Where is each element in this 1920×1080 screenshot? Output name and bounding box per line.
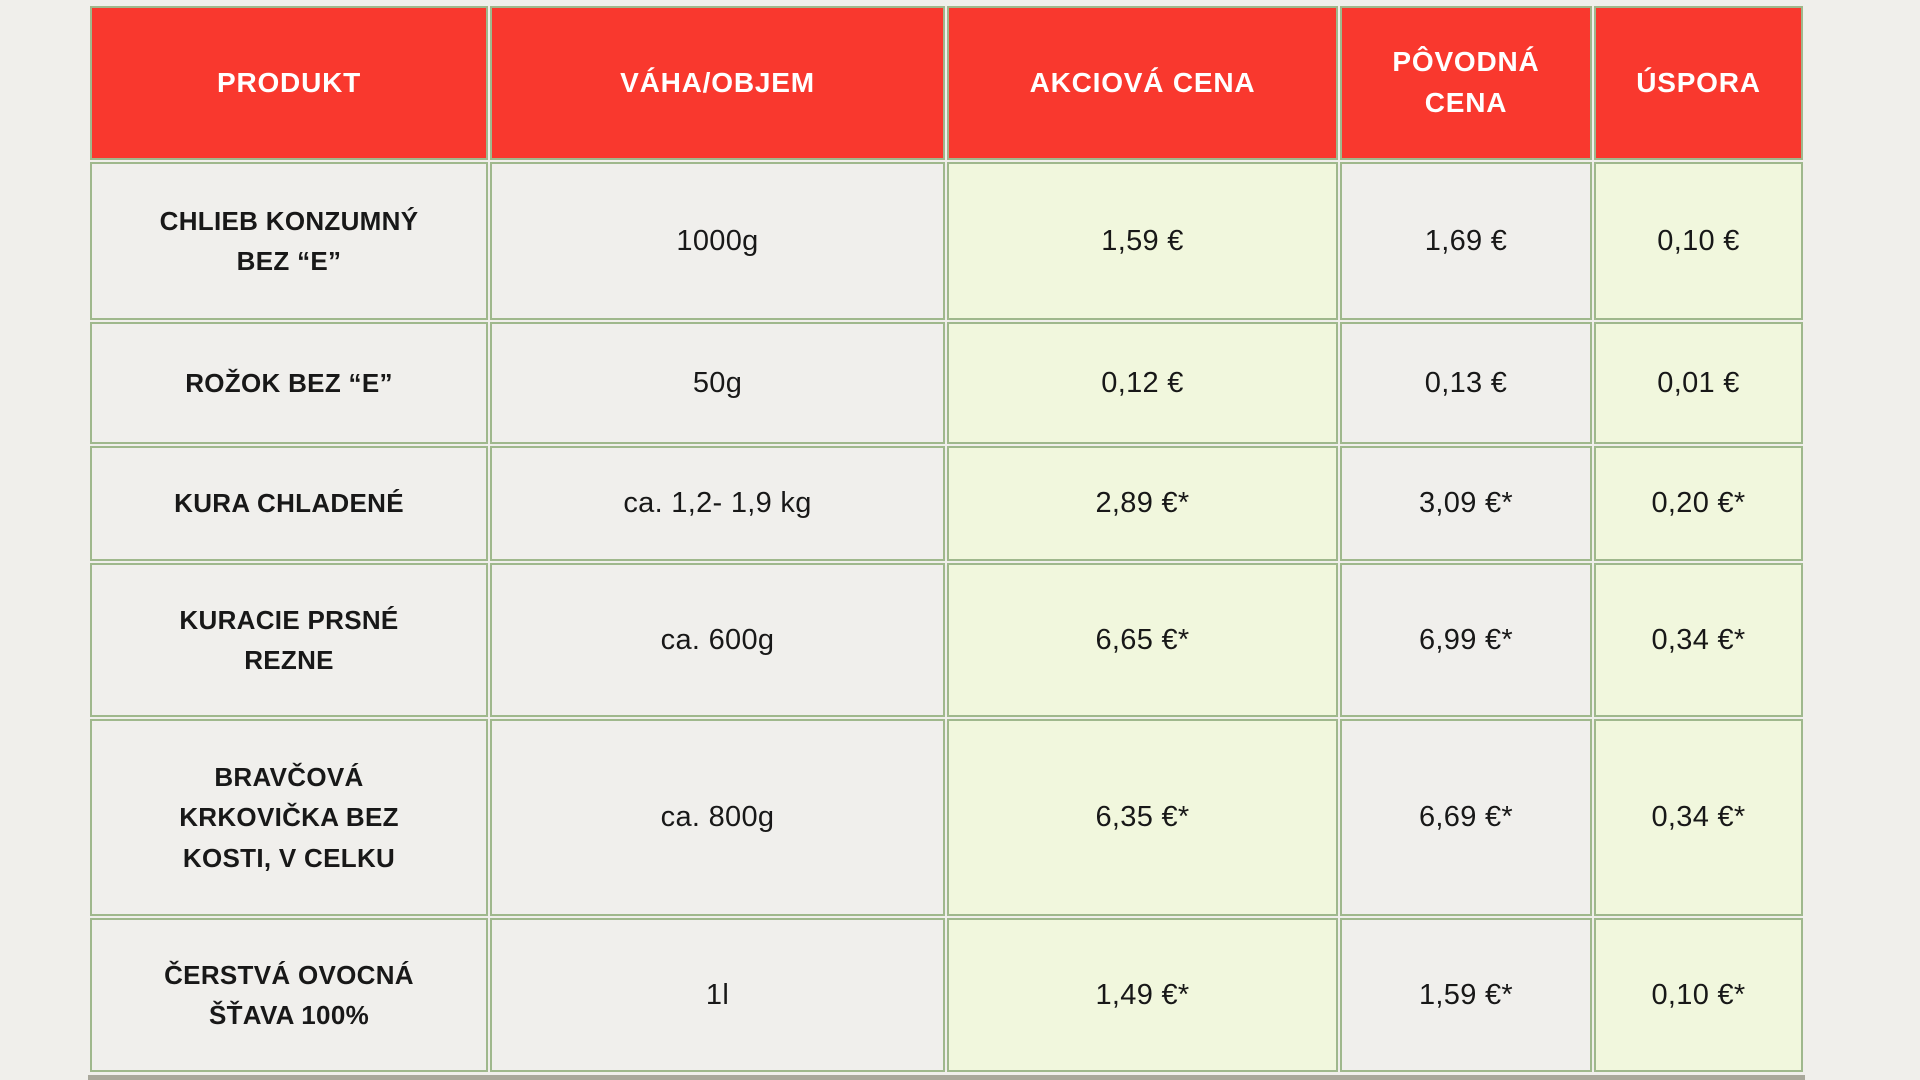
- header-cell-produkt: PRODUKT: [90, 6, 488, 160]
- sale-price-cell: 6,65 €*: [947, 563, 1338, 717]
- product-cell: KURACIE PRSNÉ REZNE: [90, 563, 488, 717]
- weight-cell: ca. 800g: [490, 719, 945, 916]
- original-price-cell: 6,69 €*: [1340, 719, 1592, 916]
- table-row: KURA CHLADENÉ ca. 1,2- 1,9 kg 2,89 €* 3,…: [90, 446, 1803, 561]
- table-row: BRAVČOVÁ KRKOVIČKA BEZ KOSTI, V CELKU ca…: [90, 719, 1803, 916]
- product-cell: KURA CHLADENÉ: [90, 446, 488, 561]
- saving-cell: 0,10 €*: [1594, 918, 1803, 1072]
- saving-cell: 0,20 €*: [1594, 446, 1803, 561]
- original-price-cell: 6,99 €*: [1340, 563, 1592, 717]
- saving-cell: 0,10 €: [1594, 162, 1803, 320]
- weight-cell: 1l: [490, 918, 945, 1072]
- header-cell-vaha-objem: VÁHA/OBJEM: [490, 6, 945, 160]
- sale-price-cell: 1,49 €*: [947, 918, 1338, 1072]
- header-cell-uspora: ÚSPORA: [1594, 6, 1803, 160]
- product-cell: ROŽOK BEZ “E”: [90, 322, 488, 444]
- header-cell-akciova-cena: AKCIOVÁ CENA: [947, 6, 1338, 160]
- price-table-header: PRODUKT VÁHA/OBJEM AKCIOVÁ CENA PÔVODNÁ …: [90, 6, 1803, 160]
- product-cell: ČERSTVÁ OVOCNÁ ŠŤAVA 100%: [90, 918, 488, 1072]
- table-row: ROŽOK BEZ “E” 50g 0,12 € 0,13 € 0,01 €: [90, 322, 1803, 444]
- header-row: PRODUKT VÁHA/OBJEM AKCIOVÁ CENA PÔVODNÁ …: [90, 6, 1803, 160]
- weight-cell: 1000g: [490, 162, 945, 320]
- sale-price-cell: 2,89 €*: [947, 446, 1338, 561]
- sale-price-cell: 0,12 €: [947, 322, 1338, 444]
- weight-cell: 50g: [490, 322, 945, 444]
- price-table-body: CHLIEB KONZUMNÝ BEZ “E” 1000g 1,59 € 1,6…: [90, 162, 1803, 1072]
- original-price-cell: 3,09 €*: [1340, 446, 1592, 561]
- saving-cell: 0,34 €*: [1594, 719, 1803, 916]
- original-price-cell: 0,13 €: [1340, 322, 1592, 444]
- original-price-cell: 1,59 €*: [1340, 918, 1592, 1072]
- saving-cell: 0,01 €: [1594, 322, 1803, 444]
- weight-cell: ca. 1,2- 1,9 kg: [490, 446, 945, 561]
- price-table: PRODUKT VÁHA/OBJEM AKCIOVÁ CENA PÔVODNÁ …: [88, 4, 1805, 1074]
- saving-cell: 0,34 €*: [1594, 563, 1803, 717]
- sale-price-cell: 1,59 €: [947, 162, 1338, 320]
- original-price-cell: 1,69 €: [1340, 162, 1592, 320]
- table-row: KURACIE PRSNÉ REZNE ca. 600g 6,65 €* 6,9…: [90, 563, 1803, 717]
- table-row: CHLIEB KONZUMNÝ BEZ “E” 1000g 1,59 € 1,6…: [90, 162, 1803, 320]
- product-cell: BRAVČOVÁ KRKOVIČKA BEZ KOSTI, V CELKU: [90, 719, 488, 916]
- header-cell-povodna-cena: PÔVODNÁ CENA: [1340, 6, 1592, 160]
- product-cell: CHLIEB KONZUMNÝ BEZ “E”: [90, 162, 488, 320]
- bottom-edge-strip: [88, 1075, 1805, 1080]
- table-row: ČERSTVÁ OVOCNÁ ŠŤAVA 100% 1l 1,49 €* 1,5…: [90, 918, 1803, 1072]
- sale-price-cell: 6,35 €*: [947, 719, 1338, 916]
- weight-cell: ca. 600g: [490, 563, 945, 717]
